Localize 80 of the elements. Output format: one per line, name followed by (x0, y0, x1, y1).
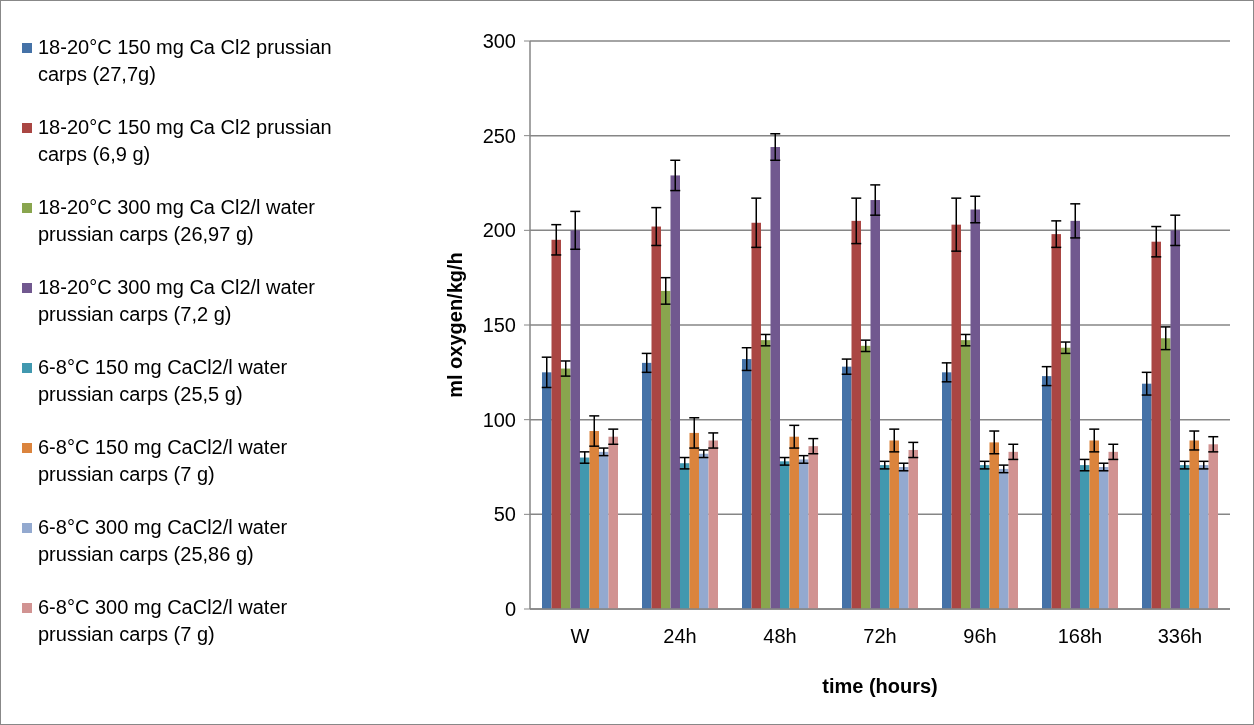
bar (551, 239, 561, 609)
bar (689, 432, 699, 609)
bar (899, 467, 909, 609)
legend-label: 6-8°C 300 mg CaCl2/l water prussian carps (7 g) (38, 596, 288, 645)
bar (742, 359, 752, 609)
bar (1108, 451, 1118, 609)
bar (889, 440, 899, 609)
bar (1161, 338, 1171, 609)
bar (1199, 465, 1209, 609)
legend-label: 18-20°C 150 mg Ca Cl2 prussian carps (6,9 g) (38, 116, 332, 165)
bar (1170, 230, 1180, 609)
y-tick-label: 150 (482, 314, 516, 336)
bar (1070, 220, 1080, 609)
y-axis-title: ml oxygen/kg/h (444, 252, 466, 398)
bar (1051, 234, 1061, 609)
bar (561, 368, 571, 609)
bar (642, 362, 652, 609)
bar (1042, 376, 1052, 609)
bar (680, 463, 690, 609)
bar (942, 372, 952, 609)
bar (580, 457, 590, 609)
legend-label: 18-20°C 150 mg Ca Cl2 prussian carps (27,7g) (38, 36, 332, 85)
bar (1089, 440, 1099, 609)
legend-label: 6-8°C 300 mg CaCl2/l water prussian carps (25,86 g) (38, 516, 288, 565)
bar (1189, 440, 1199, 609)
bar (989, 442, 999, 609)
bar (761, 340, 771, 609)
bar (861, 345, 871, 609)
bar (951, 224, 961, 609)
y-tick-label: 50 (493, 503, 516, 526)
legend-label: 18-20°C 300 mg Ca Cl2/l water prussian carps (7,2 g) (38, 276, 316, 325)
bar (1061, 347, 1071, 609)
bar (589, 431, 599, 609)
x-tick-label: W (570, 625, 590, 647)
legend-label: 18-20°C 300 mg Ca Cl2/l water prussian carps (26,97 g) (38, 196, 316, 245)
bar (880, 465, 890, 609)
legend-label: 6-8°C 150 mg CaCl2/l water prussian carps (25,5 g) (38, 356, 288, 405)
bar (780, 461, 790, 609)
bar (751, 222, 761, 609)
x-axis-title: time (hours) (822, 675, 938, 697)
y-tick-label: 250 (482, 124, 516, 147)
x-tick-label: 168h (1057, 625, 1103, 647)
y-tick-label: 0 (504, 598, 516, 620)
y-tick-label: 300 (482, 30, 516, 52)
bar (661, 290, 671, 609)
bar (851, 220, 861, 609)
bar (1180, 465, 1190, 609)
x-tick-label: 72h (863, 625, 897, 647)
bar (699, 453, 709, 609)
bar (1099, 467, 1109, 609)
x-tick-label: 48h (763, 625, 797, 647)
bar (1208, 444, 1218, 609)
bar (961, 340, 971, 609)
bar (651, 226, 661, 609)
bar (670, 175, 680, 609)
bar (870, 200, 880, 609)
bar (999, 468, 1009, 609)
x-tick-label: 96h (963, 625, 997, 647)
bar (842, 366, 852, 609)
bar (908, 449, 918, 609)
bar (599, 451, 609, 609)
x-tick-label: 24h (663, 625, 697, 647)
bar (608, 436, 618, 609)
bar (770, 147, 780, 609)
legend-label: 6-8°C 150 mg CaCl2/l water prussian carps (7 g) (38, 436, 288, 485)
bar (970, 209, 980, 609)
bar (1080, 465, 1090, 609)
bar (1008, 451, 1018, 609)
bar (789, 436, 799, 609)
x-tick-label: 336h (1157, 625, 1203, 647)
bar (1142, 383, 1152, 609)
y-tick-label: 100 (482, 408, 516, 431)
bar (570, 230, 580, 609)
y-tick-label: 200 (482, 219, 516, 242)
bar (799, 459, 809, 609)
bar (542, 372, 552, 609)
bar (1151, 241, 1161, 609)
bar (708, 440, 718, 609)
bar (808, 446, 818, 609)
bar (980, 465, 990, 609)
